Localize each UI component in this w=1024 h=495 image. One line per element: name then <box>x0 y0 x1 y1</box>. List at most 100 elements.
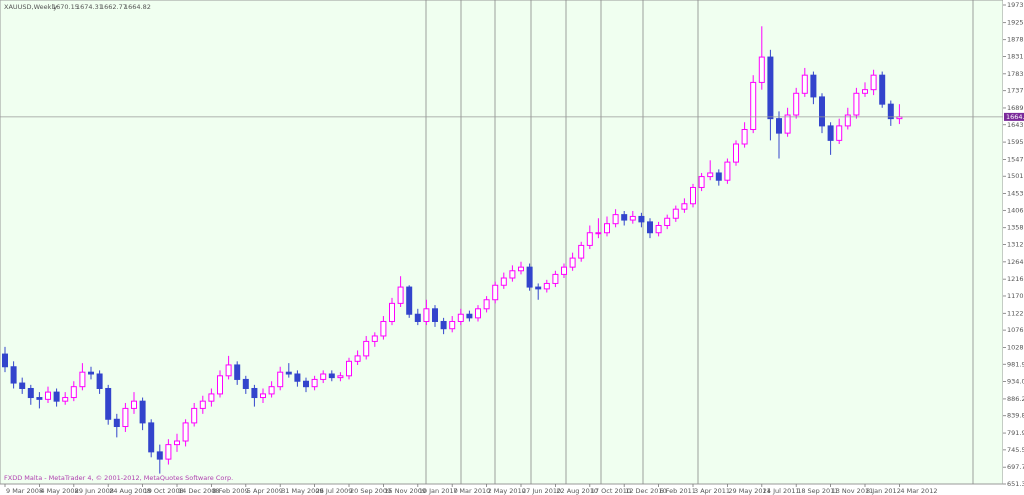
x-tick-label: 17 Oct 2010 <box>591 487 631 495</box>
candle-body <box>174 440 180 446</box>
candle-body <box>715 172 722 181</box>
candle-body <box>105 387 112 420</box>
chart-title: XAUUSD,Weekly <box>4 3 57 11</box>
y-tick-label: 1264.65 <box>1007 258 1024 266</box>
candle-body <box>225 364 232 377</box>
candle-body <box>595 232 602 235</box>
candle-body <box>776 118 782 134</box>
x-tick-label: 2 May 2010 <box>488 487 526 495</box>
candle-body <box>242 378 249 389</box>
y-tick-label: 1737.20 <box>1007 87 1024 95</box>
candle-body <box>750 81 757 131</box>
candle-body <box>96 373 103 389</box>
candle-body <box>182 422 189 442</box>
candle-body <box>724 161 731 181</box>
candle-body <box>561 266 567 275</box>
candle-body <box>406 286 413 315</box>
candle-body <box>45 391 51 400</box>
y-tick-label: 1216.80 <box>1007 275 1024 283</box>
candle-body <box>397 286 404 304</box>
candle-body <box>346 360 352 377</box>
candle-body <box>801 74 808 94</box>
y-tick-label: 651.30 <box>1007 480 1024 488</box>
candle-body <box>578 244 585 259</box>
y-tick-label: 1170.40 <box>1007 292 1024 300</box>
candle-body <box>303 380 309 388</box>
candle-body <box>10 366 17 384</box>
x-tick-label: 31 May 2009 <box>281 487 323 495</box>
candle-body <box>483 299 490 310</box>
axis-area <box>1003 0 1024 495</box>
y-tick-label: 934.05 <box>1007 378 1024 386</box>
candle-body <box>277 371 284 388</box>
candle-body <box>844 114 851 127</box>
y-tick-label: 1076.15 <box>1007 326 1024 334</box>
y-tick-label: 1312.50 <box>1007 241 1024 249</box>
candle-body <box>88 371 94 375</box>
y-tick-label: 1925.00 <box>1007 19 1024 27</box>
candle-body <box>389 302 395 322</box>
x-tick-label: 19 Oct 2008 <box>144 487 184 495</box>
candle-body <box>647 221 653 234</box>
candle-body <box>432 308 438 322</box>
header-value: 1662.77 <box>100 3 127 11</box>
candle-body <box>363 340 370 357</box>
candle-body <box>70 386 77 399</box>
y-tick-label: 745.55 <box>1007 446 1024 454</box>
candle-body <box>199 400 206 409</box>
candle-body <box>870 74 877 91</box>
candle-body <box>741 129 748 145</box>
candle-body <box>827 125 834 141</box>
candle-body <box>509 270 516 279</box>
y-tick-label: 1547.40 <box>1007 155 1024 163</box>
candle-body <box>690 186 696 205</box>
x-tick-label: 27 Jun 2010 <box>522 487 561 495</box>
y-tick-label: 791.95 <box>1007 429 1024 437</box>
y-tick-label: 1689.50 <box>1007 104 1024 112</box>
candle-body <box>53 391 60 402</box>
x-tick-label: 10 Jan 2010 <box>419 487 458 495</box>
candle-body <box>793 92 800 116</box>
candle-body <box>862 89 868 94</box>
candle-body <box>552 273 559 284</box>
candle-body <box>664 217 671 226</box>
candle-body <box>466 313 473 319</box>
header-value: 1664.82 <box>124 3 151 11</box>
candle-body <box>122 407 129 428</box>
y-tick-label: 1028.30 <box>1007 343 1024 351</box>
x-tick-label: 26 Jul 2009 <box>316 487 353 495</box>
candle-body <box>311 378 318 388</box>
candle-body <box>457 313 464 322</box>
candle-body <box>672 208 679 219</box>
footer: FXDD Malta - MetaTrader 4, © 2001-2012, … <box>4 474 233 482</box>
candle-body <box>526 266 533 288</box>
header-value: 1674.31 <box>76 3 103 11</box>
candle-body <box>268 386 275 395</box>
y-tick-label: 1783.75 <box>1007 70 1024 78</box>
y-tick-label: 1501.00 <box>1007 172 1024 180</box>
x-tick-label: 7 Mar 2010 <box>453 487 490 495</box>
y-tick-label: 697.70 <box>1007 463 1024 471</box>
candle-body <box>328 373 335 379</box>
x-tick-label: 6 Feb 2011 <box>660 487 696 495</box>
candle-body <box>758 56 765 83</box>
candle-body <box>148 422 155 453</box>
x-tick-label: 8 Jan 2012 <box>866 487 901 495</box>
candle-body <box>784 114 791 134</box>
x-tick-label: 18 Sep 2011 <box>797 487 838 495</box>
candle-body <box>354 355 361 362</box>
candle-body <box>217 375 223 395</box>
candle-body <box>251 387 258 399</box>
x-tick-label: 29 Jun 2008 <box>75 487 114 495</box>
candle-body <box>320 373 327 380</box>
candle-body <box>655 224 662 234</box>
candle-body <box>621 214 628 221</box>
last-price-box <box>1004 112 1024 121</box>
candle-body <box>586 232 593 246</box>
x-tick-label: 13 Nov 2011 <box>832 487 874 495</box>
y-tick-label: 1453.15 <box>1007 190 1024 198</box>
candle-body <box>629 215 636 221</box>
candle-body <box>440 320 447 330</box>
x-tick-label: 9 Mar 2008 <box>6 487 43 495</box>
